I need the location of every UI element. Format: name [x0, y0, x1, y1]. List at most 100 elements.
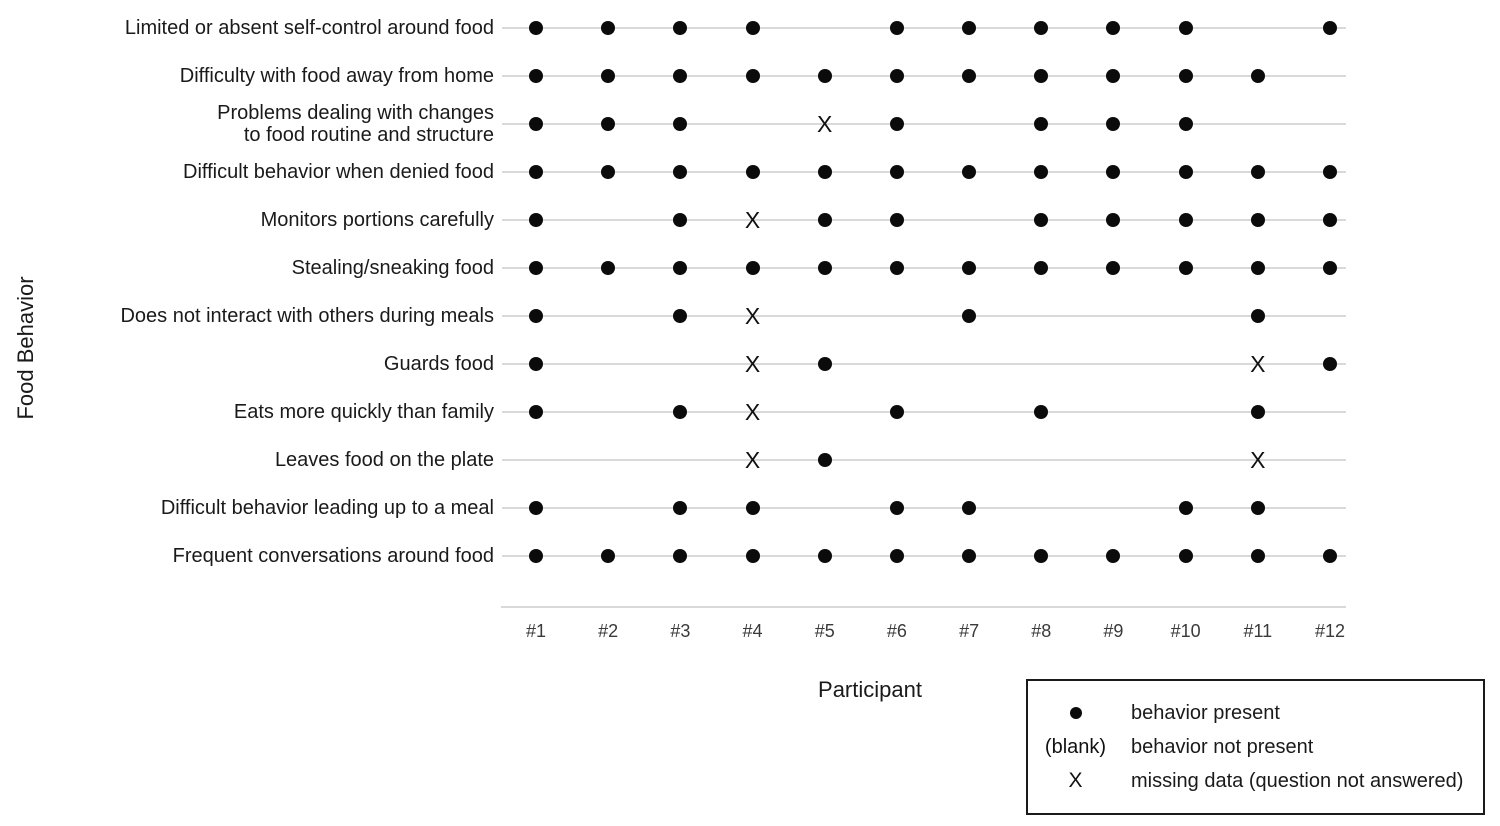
behavior-present-dot: [601, 165, 616, 179]
behavior-present-dot: [962, 165, 977, 179]
behavior-present-dot: [1178, 501, 1193, 515]
behavior-present-dot: [745, 501, 760, 515]
behavior-present-dot: [529, 357, 543, 371]
behavior-present-dot: [1034, 213, 1049, 227]
behavior-present-dot: [673, 213, 688, 227]
behavior-present-dot: [673, 69, 688, 83]
row-label: Does not interact with others during mea…: [120, 305, 494, 327]
row-grid-line: [502, 267, 1346, 269]
behavior-present-dot: [673, 117, 688, 131]
behavior-row: Frequent conversations around food: [0, 532, 1500, 580]
x-tick-label: #11: [1243, 621, 1273, 641]
x-tick-label: #3: [670, 621, 691, 641]
behavior-present-dot: [529, 309, 543, 323]
x-mark-icon: X: [1068, 769, 1083, 792]
behavior-present-dot: [745, 549, 760, 563]
behavior-present-dot: [601, 261, 616, 275]
row-grid-line: [502, 27, 1346, 29]
behavior-present-dot: [529, 117, 543, 131]
row-label: Eats more quickly than family: [233, 401, 494, 423]
missing-data-x-marker: X: [744, 206, 761, 233]
behavior-present-dot: [889, 69, 904, 83]
row-label: Monitors portions carefully: [260, 209, 494, 231]
row-grid-line: [502, 363, 1346, 365]
row-label: Difficult behavior when denied food: [183, 161, 494, 183]
behavior-present-dot: [1250, 549, 1265, 563]
behavior-present-dot: [1178, 261, 1193, 275]
behavior-present-dot: [817, 453, 832, 467]
legend-rows-container: behavior present (blank) behavior not pres…: [1028, 696, 1483, 798]
behavior-row: Guards food X X: [0, 340, 1500, 388]
row-label: Problems dealing with changes to food ro…: [217, 102, 494, 146]
behavior-present-dot: [962, 501, 977, 515]
behavior-present-dot: [1178, 213, 1193, 227]
behavior-present-dot: [529, 213, 543, 227]
behavior-present-dot: [1034, 261, 1049, 275]
behavior-present-dot: [673, 165, 688, 179]
behavior-row: Difficult behavior when denied food: [0, 148, 1500, 196]
x-tick-label: #12: [1314, 621, 1345, 641]
filled-dot-icon: [1069, 707, 1082, 719]
behavior-present-dot: [529, 69, 543, 83]
x-tick-label: #4: [742, 621, 763, 641]
legend-blank-symbol: (blank): [1044, 735, 1107, 758]
row-label: Difficult behavior leading up to a meal: [160, 497, 494, 519]
behavior-present-dot: [1106, 165, 1121, 179]
behavior-present-dot: [889, 165, 904, 179]
row-label: Difficulty with food away from home: [179, 65, 494, 87]
missing-data-x-marker: X: [744, 302, 761, 329]
row-grid-line: [502, 411, 1346, 413]
x-tick-label: #9: [1103, 621, 1124, 641]
behavior-present-dot: [1106, 69, 1121, 83]
behavior-present-dot: [745, 165, 760, 179]
behavior-present-dot: [889, 21, 904, 35]
x-tick-label: #2: [598, 621, 619, 641]
row-grid-line: [502, 123, 1346, 125]
behavior-present-dot: [745, 69, 760, 83]
x-axis-title: Participant: [818, 677, 922, 702]
behavior-present-dot: [1322, 165, 1337, 179]
legend-item-label: missing data (question not answered): [1131, 769, 1464, 792]
behavior-present-dot: [601, 21, 616, 35]
behavior-present-dot: [1250, 309, 1265, 323]
behavior-present-dot: [601, 117, 616, 131]
behavior-present-dot: [601, 549, 616, 563]
missing-data-x-marker: X: [744, 398, 761, 425]
behavior-present-dot: [601, 69, 616, 83]
behavior-present-dot: [1034, 165, 1049, 179]
behavior-present-dot: [529, 549, 543, 563]
behavior-present-dot: [673, 309, 688, 323]
behavior-present-dot: [1106, 261, 1121, 275]
behavior-present-dot: [529, 405, 543, 419]
behavior-row: Limited or absent self-control around fo…: [0, 4, 1500, 52]
x-tick-label: #1: [525, 621, 547, 641]
missing-data-x-marker: X: [744, 350, 761, 377]
behavior-present-dot: [1106, 21, 1121, 35]
behavior-present-dot: [1178, 165, 1193, 179]
behavior-present-dot: [889, 549, 904, 563]
behavior-present-dot: [1034, 405, 1049, 419]
behavior-row: Does not interact with others during mea…: [0, 292, 1500, 340]
behavior-present-dot: [1178, 549, 1193, 563]
missing-data-x-marker: X: [744, 446, 761, 473]
row-label: Limited or absent self-control around fo…: [124, 17, 494, 39]
behavior-present-dot: [529, 21, 543, 35]
behavior-present-dot: [1178, 21, 1193, 35]
behavior-present-dot: [673, 501, 688, 515]
behavior-present-dot: [1034, 69, 1049, 83]
x-tick-label: #8: [1031, 621, 1052, 641]
behavior-row: Problems dealing with changes to food ro…: [0, 100, 1500, 148]
behavior-present-dot: [889, 261, 904, 275]
legend-item: behavior present: [1028, 696, 1483, 730]
behavior-present-dot: [817, 165, 832, 179]
behavior-present-dot: [745, 21, 760, 35]
legend-item-label: behavior not present: [1131, 735, 1314, 758]
behavior-present-dot: [673, 405, 688, 419]
behavior-present-dot: [1322, 549, 1337, 563]
behavior-present-dot: [1034, 21, 1049, 35]
behavior-present-dot: [1034, 549, 1049, 563]
row-label: Stealing/sneaking food: [291, 257, 494, 279]
behavior-present-dot: [673, 21, 688, 35]
